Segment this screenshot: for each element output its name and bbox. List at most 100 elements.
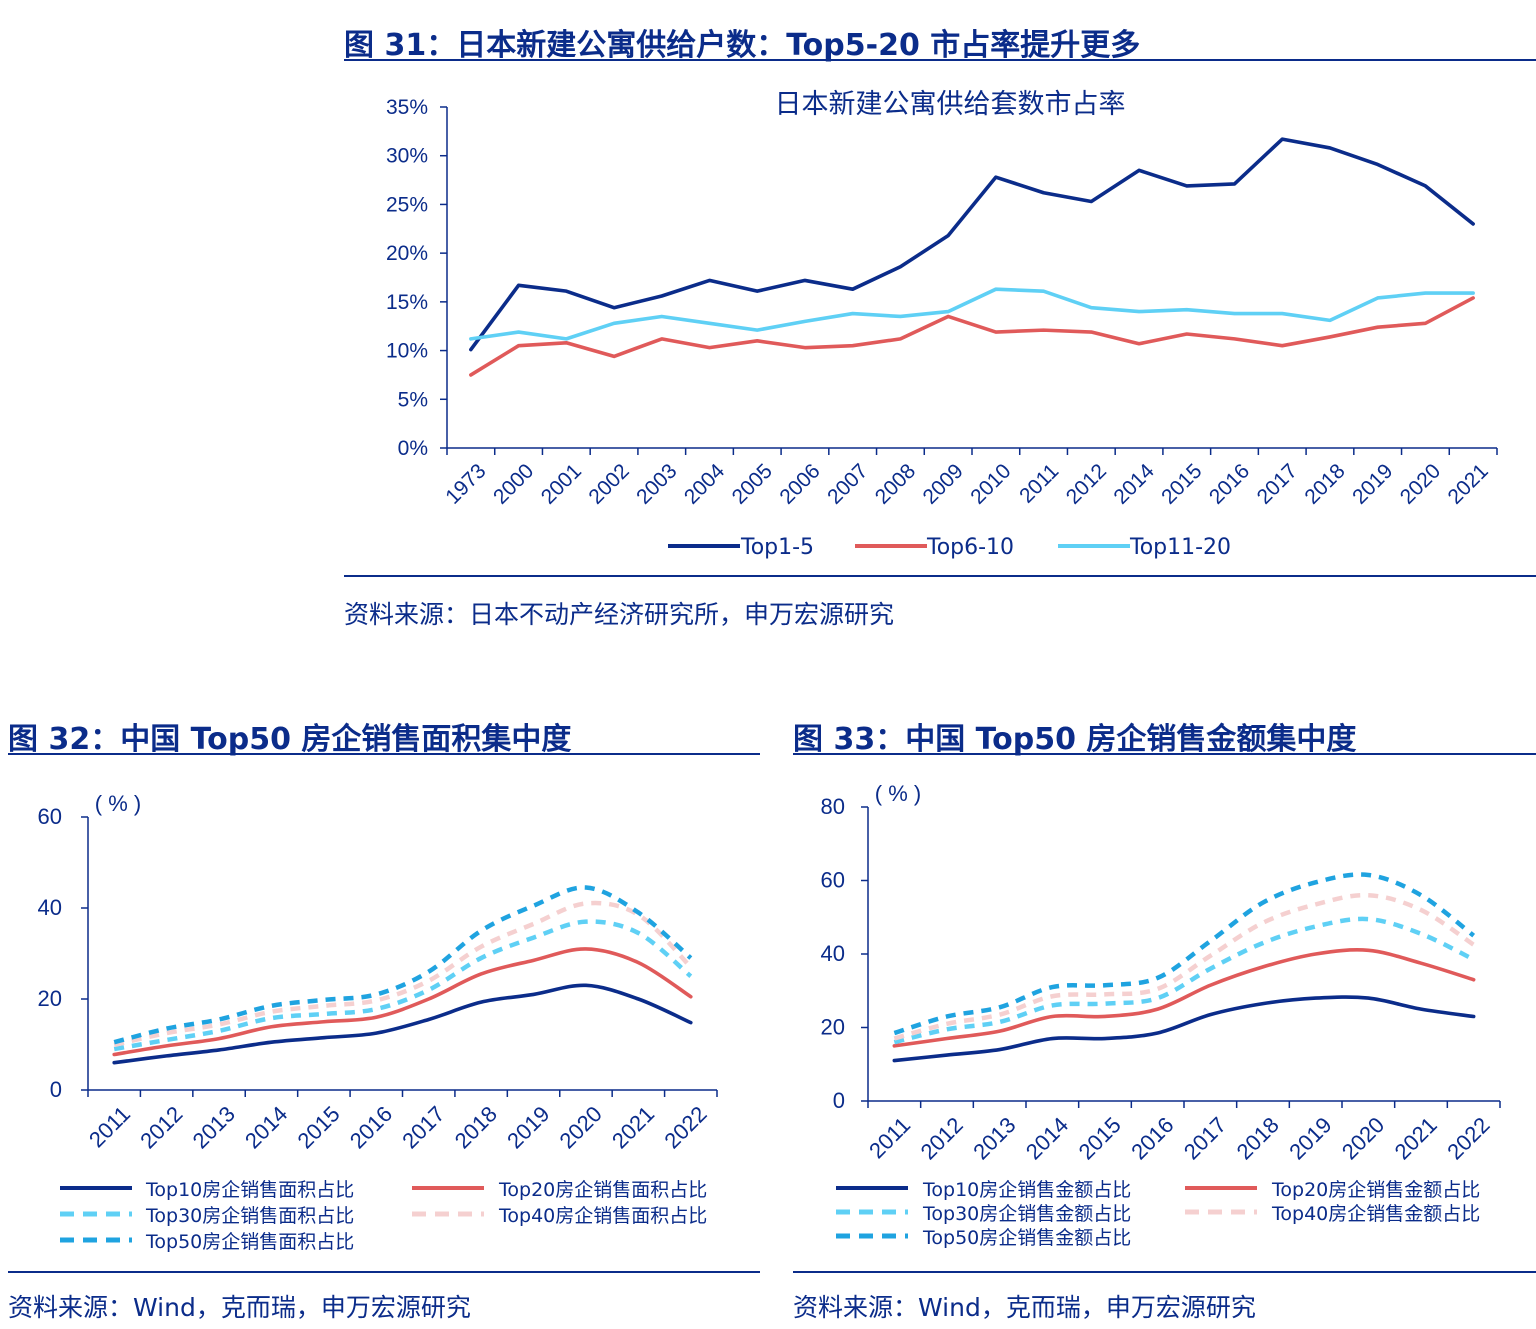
- c32-x-tick-label: 2017: [397, 1101, 449, 1153]
- c31-legend-label: Top1-5: [740, 535, 814, 560]
- c32-x-tick-label: 2014: [240, 1101, 292, 1153]
- c31-x-tick-label: 2014: [1109, 459, 1159, 509]
- c32-legend-label: Top30房企销售面积占比: [145, 1205, 354, 1227]
- c32-x-tick-label: 2016: [345, 1101, 397, 1153]
- c33-series-line: [893, 892, 1475, 1041]
- c32-legend-label: Top10房企销售面积占比: [145, 1179, 354, 1201]
- c32-legend-label: Top50房企销售面积占比: [145, 1231, 354, 1253]
- c31-x-tick-label: 2018: [1300, 459, 1349, 508]
- c33-x-tick-label: 2020: [1337, 1112, 1389, 1164]
- c33-x-tick-label: 2019: [1284, 1112, 1336, 1164]
- c31-y-tick-label: 20%: [386, 242, 428, 265]
- c31-y-tick-label: 15%: [386, 291, 428, 314]
- c31-legend-label: Top6-10: [926, 535, 1014, 560]
- c33-y-tick-label: 80: [821, 794, 845, 819]
- c33-x-tick-label: 2017: [1179, 1112, 1231, 1164]
- c31-y-tick-label: 30%: [386, 145, 428, 168]
- c32-series-line: [113, 900, 693, 1048]
- c31-x-tick-label: 2004: [680, 459, 730, 509]
- c31-x-tick-label: 2021: [1444, 459, 1493, 508]
- c33-x-tick-label: 2016: [1126, 1112, 1178, 1164]
- c33-x-tick-label: 2022: [1442, 1112, 1494, 1164]
- c33-y-tick-label: 0: [833, 1088, 845, 1113]
- c32-x-tick-label: 2013: [188, 1101, 240, 1153]
- c31-y-tick-label: 35%: [386, 96, 428, 119]
- c33-series-line: [892, 995, 1476, 1063]
- fig32-title-rule: [8, 753, 760, 755]
- fig33-title-rule: [793, 753, 1536, 755]
- c31-x-tick-label: 2009: [919, 459, 968, 508]
- c32-series-line: [112, 983, 693, 1065]
- c31-x-tick-label: 2005: [728, 459, 777, 508]
- c32-x-tick-label: 2015: [292, 1101, 344, 1153]
- c33-series-line: [893, 872, 1476, 1036]
- c32-unit-label: ( % ): [95, 791, 141, 816]
- fig32-source: 资料来源：Wind，克而瑞，申万宏源研究: [8, 1293, 471, 1322]
- c32-legend-label: Top20房企销售面积占比: [498, 1179, 707, 1201]
- c33-x-tick-label: 2012: [916, 1112, 968, 1164]
- c33-series-line: [892, 948, 1476, 1048]
- c31-series-line: [469, 287, 1475, 341]
- c32-y-tick-label: 0: [50, 1077, 62, 1102]
- c31-x-tick-label: 2012: [1062, 459, 1111, 508]
- c33-x-tick-label: 2014: [1021, 1112, 1073, 1164]
- c31-y-tick-label: 5%: [398, 388, 428, 411]
- c32-series-line: [112, 947, 693, 1057]
- c31-x-tick-label: 2006: [775, 459, 824, 508]
- c31-y-tick-label: 10%: [386, 340, 428, 363]
- c32-legend-label: Top40房企销售面积占比: [498, 1205, 707, 1227]
- c32-x-tick-label: 2022: [659, 1101, 711, 1153]
- c31-x-tick-label: 2008: [871, 459, 920, 508]
- c31-x-tick-label: 2000: [489, 459, 538, 508]
- c31-chart-title: 日本新建公寓供给套数市占率: [775, 89, 1126, 119]
- c32-y-tick-label: 40: [38, 895, 62, 920]
- c32-x-tick-label: 2018: [450, 1101, 502, 1153]
- fig31-title: 图 31：日本新建公寓供给户数：Top5-20 市占率提升更多: [344, 28, 1141, 63]
- c31-series-line: [469, 296, 1475, 377]
- c31-x-tick-label: 2001: [537, 459, 586, 508]
- c31-series-line: [469, 137, 1475, 352]
- c31-x-tick-label: 2019: [1348, 459, 1397, 508]
- c31-x-tick-label: 1973: [441, 459, 490, 508]
- c33-y-tick-label: 20: [821, 1015, 845, 1040]
- c31-x-tick-label: 2010: [966, 459, 1015, 508]
- fig31-bottom-rule: [344, 575, 1536, 577]
- c32-x-tick-label: 2011: [84, 1101, 135, 1152]
- c33-y-tick-label: 40: [821, 941, 845, 966]
- c33-x-tick-label: 2011: [864, 1112, 915, 1163]
- c32-series-line: [113, 885, 693, 1045]
- c31-x-tick-label: 2016: [1205, 459, 1254, 508]
- fig33-source: 资料来源：Wind，克而瑞，申万宏源研究: [793, 1293, 1256, 1322]
- fig32-bottom-rule: [8, 1271, 760, 1273]
- c31-x-tick-label: 2017: [1253, 459, 1302, 508]
- c33-y-tick-label: 60: [821, 868, 845, 893]
- c32-x-tick-label: 2019: [502, 1101, 554, 1153]
- c33-x-tick-label: 2013: [968, 1112, 1020, 1164]
- fig31-source: 资料来源：日本不动产经济研究所，申万宏源研究: [344, 600, 895, 629]
- fig33-title: 图 33：中国 Top50 房企销售金额集中度: [793, 722, 1357, 757]
- fig32-title: 图 32：中国 Top50 房企销售面积集中度: [8, 722, 572, 757]
- fig33-bottom-rule: [793, 1271, 1536, 1273]
- c33-legend-label: Top50房企销售金额占比: [922, 1227, 1131, 1249]
- fig31-title-rule: [344, 59, 1536, 61]
- c33-legend-label: Top30房企销售金额占比: [922, 1203, 1131, 1225]
- c31-x-tick-label: 2003: [632, 459, 681, 508]
- c33-x-tick-label: 2015: [1074, 1112, 1126, 1164]
- c32-x-tick-label: 2021: [607, 1101, 659, 1153]
- c32-x-tick-label: 2020: [555, 1101, 607, 1153]
- c31-x-tick-label: 2015: [1157, 459, 1206, 508]
- c31-x-tick-label: 2020: [1396, 459, 1445, 508]
- c33-legend-label: Top10房企销售金额占比: [922, 1179, 1131, 1201]
- c33-legend-label: Top20房企销售金额占比: [1271, 1179, 1480, 1201]
- c31-y-tick-label: 25%: [386, 193, 428, 216]
- c31-x-tick-label: 2011: [1015, 459, 1063, 507]
- c31-x-tick-label: 2002: [584, 459, 633, 508]
- c31-x-tick-label: 2007: [823, 459, 872, 508]
- c31-legend-label: Top11-20: [1129, 535, 1231, 560]
- c31-y-tick-label: 0%: [398, 437, 428, 460]
- c32-x-tick-label: 2012: [135, 1101, 187, 1153]
- c33-unit-label: ( % ): [875, 781, 921, 806]
- c33-x-tick-label: 2021: [1390, 1112, 1442, 1164]
- c32-y-tick-label: 60: [38, 804, 62, 829]
